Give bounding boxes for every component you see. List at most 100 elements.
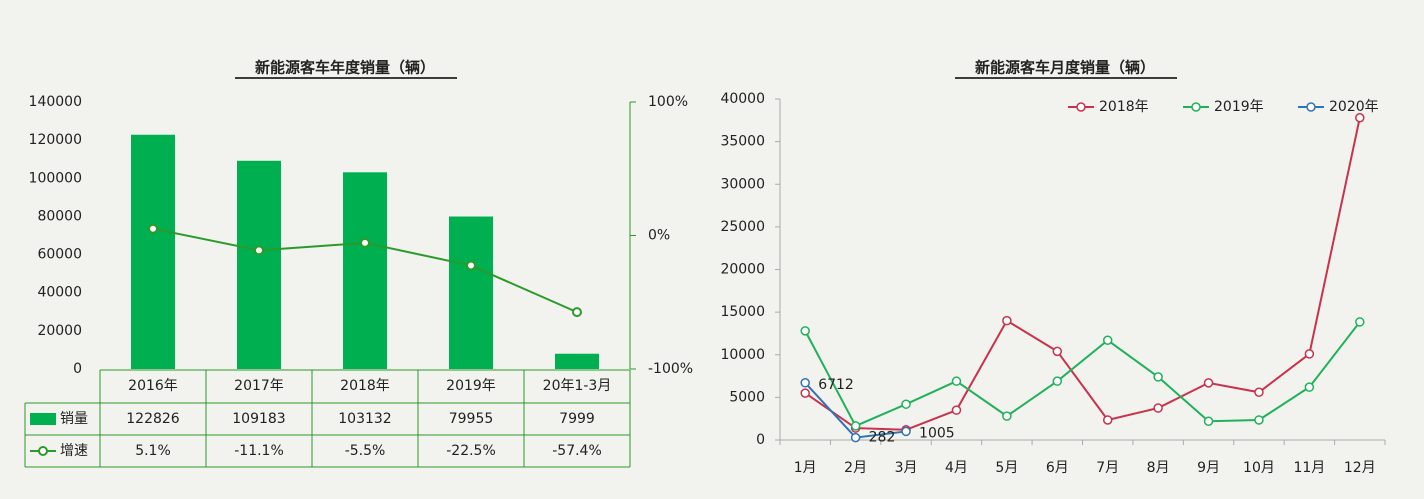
y-tick-label: 5000	[729, 389, 765, 405]
y-tick-label: 100000	[29, 170, 82, 186]
x-tick-label: 9月	[1197, 460, 1220, 476]
data-label: 6712	[818, 377, 854, 393]
series-point	[800, 388, 810, 398]
x-tick-label: 2018年	[340, 378, 390, 394]
series-point	[1153, 403, 1163, 413]
x-tick-label: 20年1-3月	[543, 378, 612, 394]
y-tick-label: 15000	[720, 304, 765, 320]
growth-point	[466, 260, 476, 271]
x-tick-label: 11月	[1293, 460, 1325, 476]
legend-swatch	[1306, 102, 1316, 112]
series-point	[1102, 335, 1113, 346]
y2-tick-label: 0%	[648, 228, 670, 244]
y-tick-label: 120000	[29, 132, 82, 148]
y-tick-label: 40000	[720, 91, 765, 107]
table-cell: 122826	[126, 411, 180, 427]
series-point	[951, 376, 962, 386]
series-line	[804, 321, 1361, 428]
bar	[555, 353, 599, 369]
series-point	[1254, 387, 1264, 398]
series-point	[1203, 378, 1214, 388]
x-tick-label: 2016年	[128, 378, 178, 394]
y-tick-label: 30000	[720, 176, 765, 192]
y-tick-label: 0	[756, 432, 765, 448]
series-point	[1355, 113, 1365, 123]
x-tick-label: 12月	[1344, 460, 1376, 476]
x-tick-label: 1月	[794, 460, 817, 476]
y-tick-label: 40000	[37, 285, 82, 301]
x-tick-label: 3月	[895, 460, 918, 476]
series-point	[1002, 315, 1012, 326]
bar	[343, 172, 387, 369]
series-point	[1203, 416, 1214, 426]
y-tick-label: 25000	[720, 219, 765, 235]
bar	[449, 216, 493, 369]
bar	[131, 134, 175, 369]
y-tick-label: 0	[73, 361, 82, 377]
series-point	[901, 426, 911, 437]
y-tick-label: 60000	[37, 247, 82, 263]
data-label: 1005	[919, 425, 955, 441]
series-point	[800, 326, 810, 336]
x-tick-label: 6月	[1046, 460, 1069, 476]
table-cell: -11.1%	[234, 443, 284, 459]
series-point	[901, 399, 911, 409]
series-point	[850, 421, 861, 431]
legend-label: 2019年	[1214, 99, 1264, 115]
series-point	[1052, 346, 1063, 357]
growth-point	[572, 307, 582, 318]
series-point	[850, 432, 861, 443]
x-tick-label: 5月	[995, 460, 1018, 476]
growth-point	[360, 237, 370, 248]
table-cell: 79955	[449, 411, 494, 427]
series-point	[1002, 411, 1012, 421]
legend-swatch	[1076, 102, 1086, 112]
y2-tick-label: 100%	[648, 94, 688, 110]
table-cell: 103132	[338, 411, 391, 427]
legend-swatch	[38, 446, 48, 456]
y-tick-label: 20000	[720, 262, 765, 278]
growth-point	[254, 245, 264, 256]
series-point	[1304, 382, 1315, 392]
table-cell: 5.1%	[135, 443, 171, 459]
x-tick-label: 7月	[1096, 460, 1119, 476]
y-tick-label: 80000	[37, 208, 82, 224]
bar	[237, 160, 281, 369]
x-tick-label: 10月	[1243, 460, 1275, 476]
legend-label: 销量	[60, 411, 88, 427]
legend-label: 2018年	[1099, 99, 1149, 115]
chart-title: 新能源客车月度销量（辆）	[975, 59, 1155, 77]
y-tick-label: 10000	[720, 347, 765, 363]
x-tick-label: 2月	[844, 460, 867, 476]
legend-swatch	[30, 413, 56, 425]
series-point	[1102, 415, 1113, 425]
table-cell: -5.5%	[345, 443, 386, 459]
y2-tick-label: -100%	[648, 361, 693, 377]
x-tick-label: 2017年	[234, 378, 284, 394]
legend-label: 2020年	[1329, 99, 1379, 115]
table-cell: 109183	[232, 411, 285, 427]
series-point	[1153, 372, 1163, 382]
growth-point	[148, 223, 158, 234]
series-point	[800, 378, 810, 388]
y-tick-label: 35000	[720, 134, 765, 150]
x-tick-label: 4月	[945, 460, 968, 476]
data-label: 282	[869, 430, 896, 446]
x-tick-label: 8月	[1147, 460, 1170, 476]
series-line	[804, 117, 1361, 431]
y-tick-label: 140000	[29, 94, 82, 110]
table-cell: 7999	[559, 411, 595, 427]
table-cell: -57.4%	[552, 443, 602, 459]
legend-label: 增速	[60, 443, 88, 459]
series-point	[1304, 349, 1315, 359]
series-point	[1355, 317, 1365, 327]
series-point	[1254, 415, 1264, 425]
y-tick-label: 20000	[37, 323, 82, 339]
series-point	[1052, 376, 1063, 386]
x-tick-label: 2019年	[446, 378, 496, 394]
chart-title: 新能源客车年度销量（辆）	[255, 59, 435, 77]
series-point	[951, 405, 962, 415]
table-cell: -22.5%	[446, 443, 496, 459]
legend-swatch	[1191, 102, 1201, 112]
